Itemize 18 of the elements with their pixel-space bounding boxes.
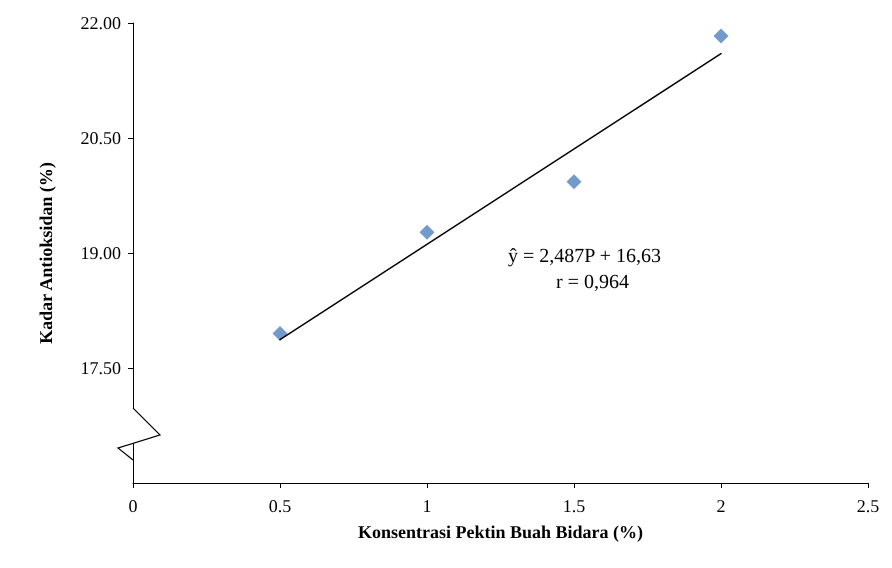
- y-tick-label: 19.00: [80, 243, 121, 263]
- point: [714, 28, 728, 44]
- x-axis-title: Konsentrasi Pektin Buah Bidara (%): [358, 522, 644, 542]
- y-tick-label: 17.50: [80, 358, 121, 378]
- point: [272, 326, 288, 341]
- x-tick-label: 1.5: [562, 496, 586, 516]
- y-tick-label: 22.00: [80, 13, 121, 33]
- x-tick-label: 0.5: [268, 496, 292, 516]
- y-axis-title: Kadar Antioksidan (%): [36, 162, 56, 344]
- x-tick-label: 2: [716, 496, 726, 516]
- x-tick-label: 2.5: [856, 496, 880, 516]
- point: [420, 224, 434, 240]
- point: [566, 174, 582, 190]
- annotation: ŷ = 2,487P + 16,63: [508, 245, 661, 267]
- y-tick-label: 20.50: [80, 128, 121, 148]
- x-tick-label: 1: [422, 496, 432, 516]
- annotation: r = 0,964: [556, 271, 629, 293]
- x-tick-label: 0: [128, 496, 138, 516]
